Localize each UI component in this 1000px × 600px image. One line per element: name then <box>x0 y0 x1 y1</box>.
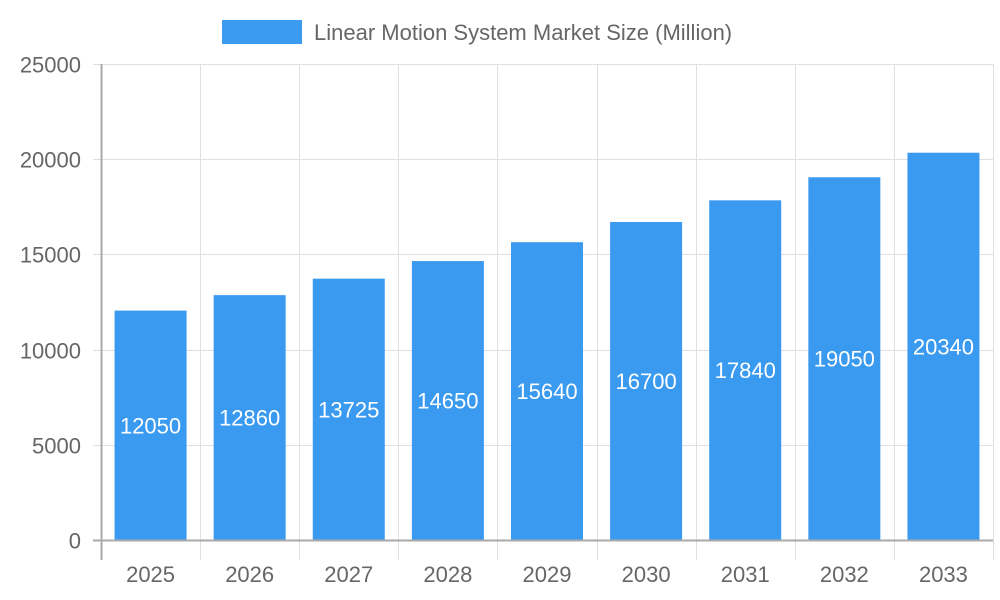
legend-swatch <box>222 20 302 44</box>
bar-value-label: 12860 <box>219 406 280 431</box>
y-tick-label: 5000 <box>32 434 81 459</box>
x-tick-label: 2027 <box>324 562 373 587</box>
x-tick-label: 2030 <box>622 562 671 587</box>
x-axis-ticks: 2025 2026 2027 2028 2029 2030 2031 2032 2033 <box>126 562 968 587</box>
bar-value-label: 13725 <box>318 397 379 422</box>
legend[interactable]: Linear Motion System Market Size (Millio… <box>222 20 732 45</box>
bar-value-label: 16700 <box>616 369 677 394</box>
bar-value-label: 20340 <box>913 334 974 359</box>
bar-value-label: 17840 <box>715 358 776 383</box>
bar-value-label: 14650 <box>417 389 478 414</box>
bars: 12050 12860 13725 14650 15640 16700 17840 19050… <box>114 152 980 541</box>
legend-label: Linear Motion System Market Size (Millio… <box>314 20 732 45</box>
bar-2027[interactable] <box>312 278 385 540</box>
x-tick-label: 2026 <box>225 562 274 587</box>
bar-2030[interactable] <box>610 222 683 541</box>
x-tick-label: 2025 <box>126 562 175 587</box>
y-tick-label: 15000 <box>20 243 81 268</box>
x-tick-label: 2029 <box>523 562 572 587</box>
bar-2031[interactable] <box>709 200 782 540</box>
bar-2033[interactable] <box>907 152 980 541</box>
bar-2026[interactable] <box>213 295 286 540</box>
x-tick-label: 2032 <box>820 562 869 587</box>
x-tick-label: 2033 <box>919 562 968 587</box>
y-tick-label: 10000 <box>20 339 81 364</box>
bar-value-label: 19050 <box>814 347 875 372</box>
bar-2032[interactable] <box>808 177 881 540</box>
y-tick-label: 25000 <box>20 53 81 78</box>
bar-2025[interactable] <box>114 310 187 540</box>
x-tick-label: 2031 <box>721 562 770 587</box>
gridlines <box>101 64 994 560</box>
axes <box>93 64 993 560</box>
bar-value-label: 12050 <box>120 413 181 438</box>
bar-2028[interactable] <box>411 261 484 540</box>
y-tick-label: 20000 <box>20 148 81 173</box>
y-axis-ticks: 0 5000 10000 15000 20000 25000 <box>20 53 101 554</box>
bar-value-label: 15640 <box>516 379 577 404</box>
y-tick-label: 0 <box>69 529 81 554</box>
x-tick-label: 2028 <box>423 562 472 587</box>
bar-2029[interactable] <box>511 242 583 540</box>
